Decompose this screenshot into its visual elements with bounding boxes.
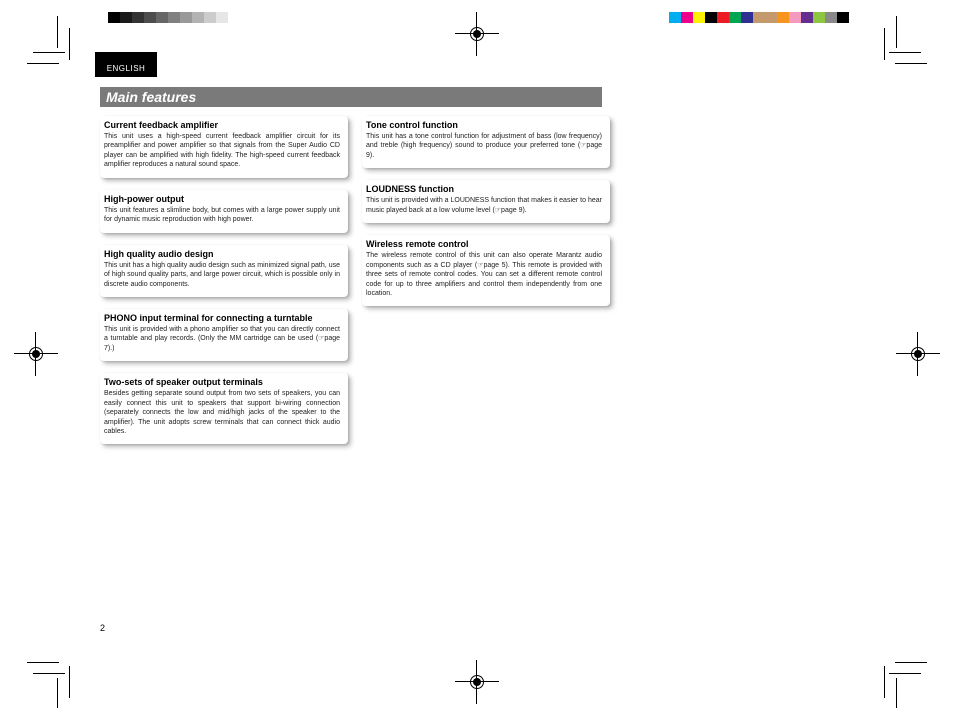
grayscale-swatch — [120, 12, 132, 23]
grayscale-swatch — [168, 12, 180, 23]
color-swatch — [753, 12, 765, 23]
registration-mark-left — [14, 332, 58, 376]
print-marks-top — [0, 12, 954, 32]
color-calibration-bar — [669, 12, 849, 23]
feature-title: LOUDNESS function — [366, 184, 602, 194]
color-swatch — [837, 12, 849, 23]
trim-mark-bottom-right — [865, 632, 921, 688]
feature-box: Two-sets of speaker output terminals Besi… — [100, 373, 348, 444]
trim-mark-bottom-left — [33, 632, 89, 688]
trim-mark-top-right — [865, 38, 921, 94]
feature-body: This unit has a high quality audio desig… — [104, 261, 340, 289]
grayscale-swatch — [192, 12, 204, 23]
feature-body: This unit has a tone control function fo… — [366, 132, 602, 160]
grayscale-calibration-bar — [108, 12, 240, 23]
manual-page: ENGLISH Main features Current feedback a… — [0, 0, 954, 708]
color-swatch — [777, 12, 789, 23]
feature-body: Besides getting separate sound output fr… — [104, 389, 340, 436]
color-swatch — [729, 12, 741, 23]
feature-box: Wireless remote control The wireless remo… — [362, 235, 610, 306]
feature-title: High-power output — [104, 194, 340, 204]
section-header: Main features — [100, 87, 602, 107]
color-swatch — [741, 12, 753, 23]
color-swatch — [801, 12, 813, 23]
color-swatch — [669, 12, 681, 23]
feature-box: PHONO input terminal for connecting a tu… — [100, 309, 348, 361]
grayscale-swatch — [216, 12, 228, 23]
language-tab: ENGLISH — [95, 52, 157, 77]
color-swatch — [789, 12, 801, 23]
grayscale-swatch — [132, 12, 144, 23]
color-swatch — [825, 12, 837, 23]
grayscale-swatch — [204, 12, 216, 23]
registration-mark-right — [896, 332, 940, 376]
feature-title: Wireless remote control — [366, 239, 602, 249]
features-columns: Current feedback amplifier This unit uses… — [100, 116, 610, 444]
feature-title: PHONO input terminal for connecting a tu… — [104, 313, 340, 323]
grayscale-swatch — [180, 12, 192, 23]
color-swatch — [765, 12, 777, 23]
feature-body: This unit uses a high-speed current feed… — [104, 132, 340, 170]
color-swatch — [693, 12, 705, 23]
feature-body: This unit is provided with a LOUDNESS fu… — [366, 196, 602, 215]
feature-box: High quality audio design This unit has a… — [100, 245, 348, 297]
color-swatch — [705, 12, 717, 23]
features-left-column: Current feedback amplifier This unit uses… — [100, 116, 348, 444]
feature-title: Current feedback amplifier — [104, 120, 340, 130]
feature-title: High quality audio design — [104, 249, 340, 259]
grayscale-swatch — [156, 12, 168, 23]
registration-mark-bottom — [455, 660, 499, 704]
page-number: 2 — [100, 623, 105, 633]
feature-box: Current feedback amplifier This unit uses… — [100, 116, 348, 178]
feature-box: High-power output This unit features a sl… — [100, 190, 348, 233]
color-swatch — [681, 12, 693, 23]
color-swatch — [813, 12, 825, 23]
trim-mark-top-left — [33, 38, 89, 94]
feature-box: Tone control function This unit has a ton… — [362, 116, 610, 168]
color-swatch — [717, 12, 729, 23]
feature-body: This unit is provided with a phono ampli… — [104, 325, 340, 353]
grayscale-swatch — [228, 12, 240, 23]
features-right-column: Tone control function This unit has a ton… — [362, 116, 610, 444]
feature-box: LOUDNESS function This unit is provided w… — [362, 180, 610, 223]
feature-body: The wireless remote control of this unit… — [366, 251, 602, 298]
grayscale-swatch — [144, 12, 156, 23]
feature-title: Tone control function — [366, 120, 602, 130]
feature-body: This unit features a slimline body, but … — [104, 206, 340, 225]
feature-title: Two-sets of speaker output terminals — [104, 377, 340, 387]
grayscale-swatch — [108, 12, 120, 23]
